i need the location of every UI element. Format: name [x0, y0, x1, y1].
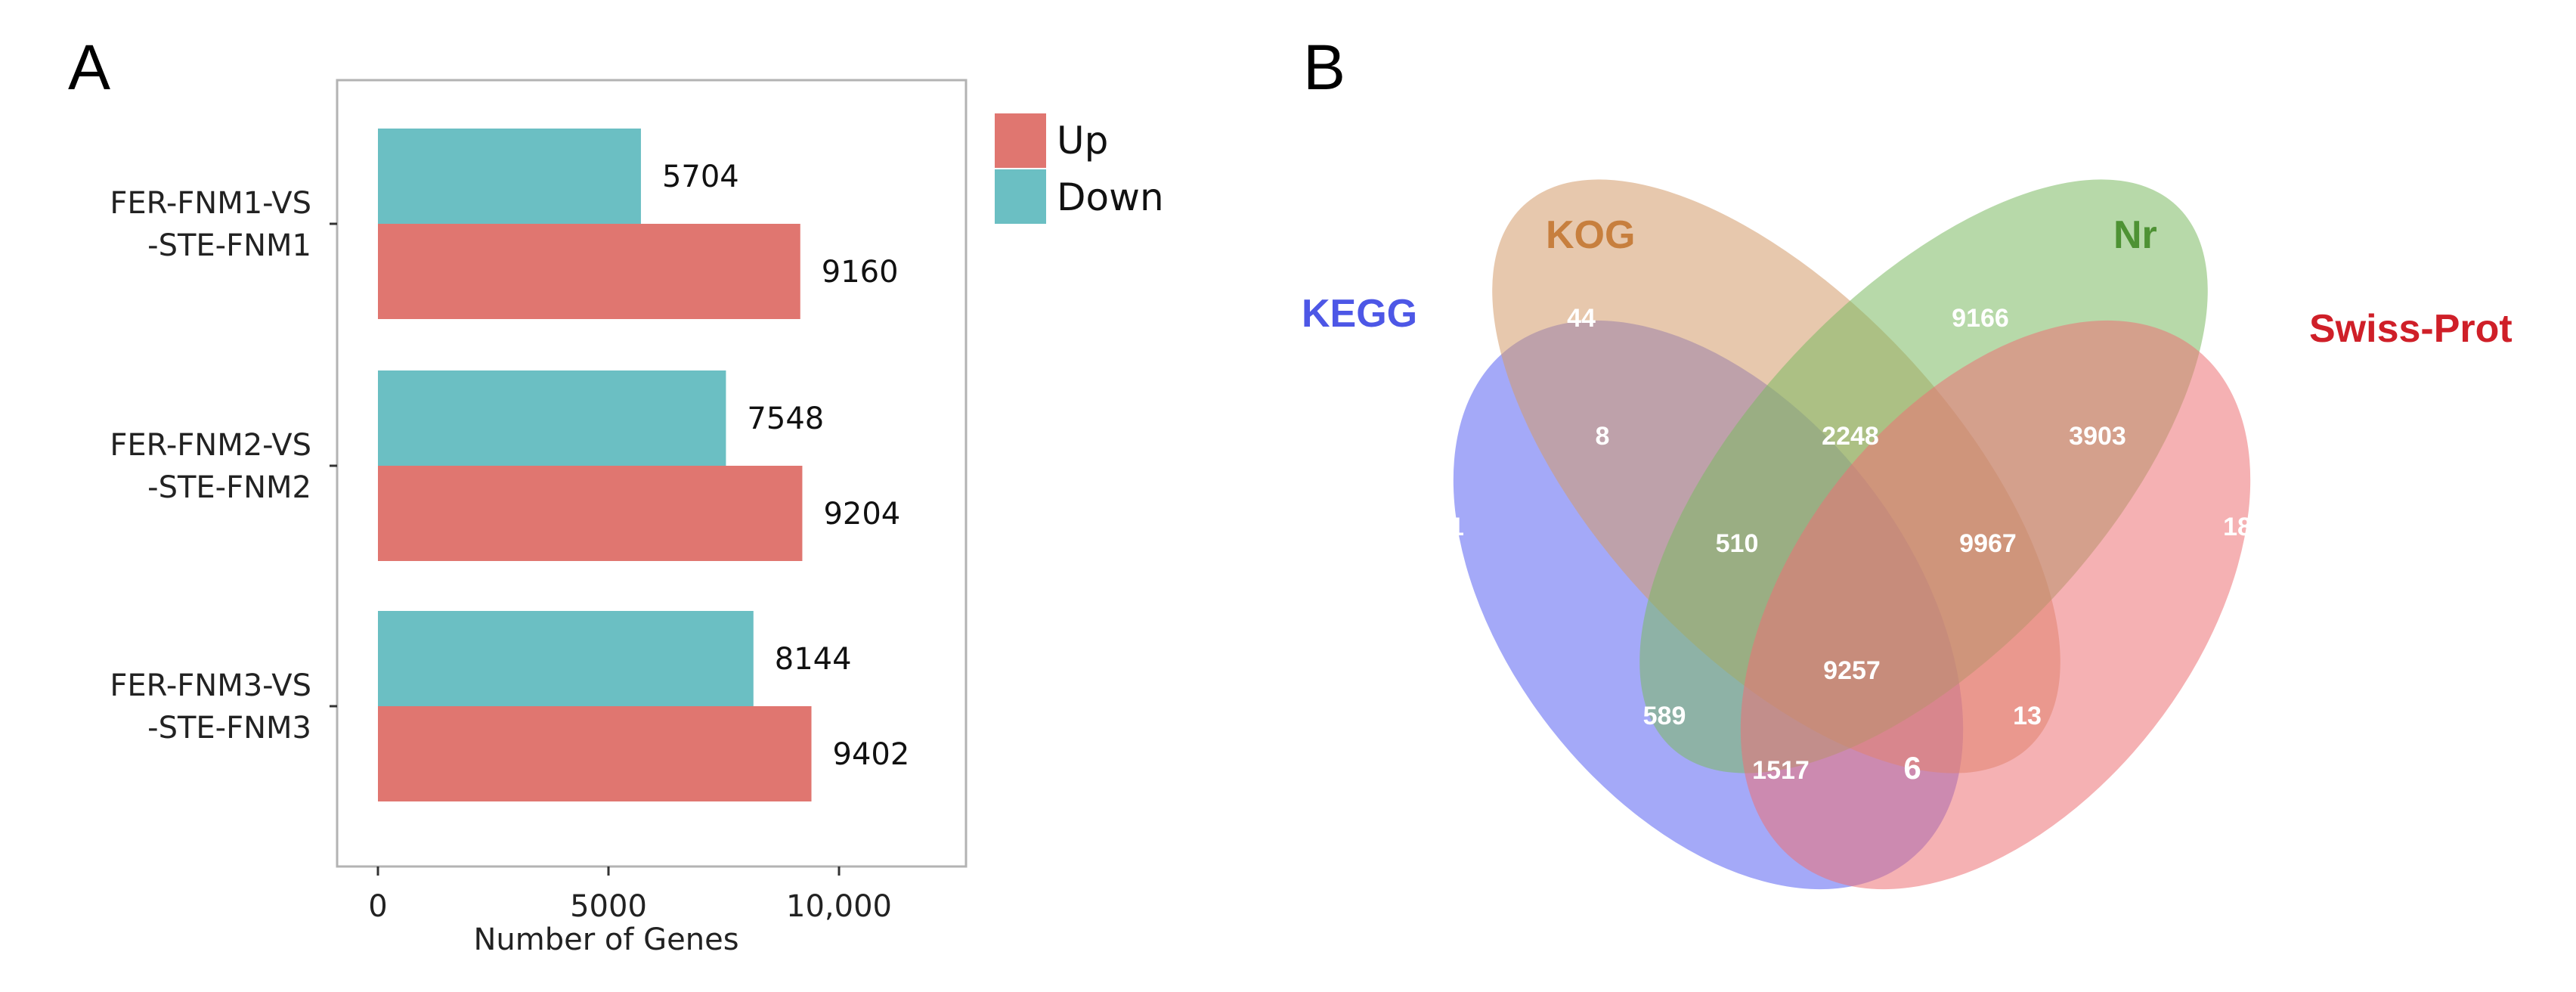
venn-region-kog-nr-swiss-prot: 9967 [1959, 529, 2017, 558]
legend-label-up: Up [1057, 119, 1108, 163]
venn-diagram: KEGG KOG Nr Swiss-Prot 21 44 9166 18 8 2248 39… [1302, 179, 2513, 890]
x-tick-label-1: 0 [368, 889, 387, 924]
venn-set-label-kog: KOG [1546, 213, 1635, 257]
bar-chart: 5704 9160 7548 9204 8144 9402 FER-FNM1-VS -STE… [110, 79, 1164, 957]
bar-up-3 [378, 706, 812, 801]
venn-region-kegg-kog: 8 [1596, 422, 1610, 451]
venn-region-kegg: 21 [1435, 513, 1464, 541]
venn-region-kegg-nr: 589 [1643, 702, 1686, 730]
bar-down-1 [378, 129, 641, 224]
bar-up-1 [378, 224, 800, 319]
bar-up-2 [378, 466, 803, 561]
data-label-up-3: 9402 [833, 737, 910, 772]
y-tick-label-3-line-1: FER-FNM3-VS [110, 668, 311, 703]
y-tick-label-1-line-2: -STE-FNM1 [147, 228, 311, 263]
venn-region-kegg-kog-nr: 510 [1716, 529, 1759, 558]
venn-set-label-nr: Nr [2113, 213, 2157, 257]
venn-region-kog-swiss-prot: 13 [2013, 702, 2042, 730]
venn-region-swiss-prot: 18 [2223, 513, 2252, 541]
venn-region-kog: 44 [1567, 304, 1596, 333]
bar-down-3 [378, 611, 754, 706]
data-label-up-2: 9204 [823, 497, 900, 532]
venn-region-kog-nr: 2248 [1822, 422, 1879, 451]
y-tick-label-1-line-1: FER-FNM1-VS [110, 186, 311, 221]
x-tick-label-3: 10,000 [786, 889, 892, 924]
venn-region-nr-swiss-prot: 3903 [2069, 422, 2126, 451]
legend-label-down: Down [1057, 175, 1164, 219]
venn-region-kegg-kog-swiss-prot: 6 [1903, 750, 1921, 786]
legend: Up Down [995, 113, 1164, 224]
venn-region-nr: 9166 [1952, 304, 2009, 333]
data-label-down-1: 5704 [662, 160, 739, 194]
panel-b-letter: B [1303, 32, 1345, 103]
legend-swatch-up [995, 113, 1046, 168]
data-label-down-2: 7548 [747, 401, 824, 436]
data-label-down-3: 8144 [775, 642, 852, 677]
venn-set-label-swiss-prot: Swiss-Prot [2309, 307, 2513, 351]
venn-region-kegg-kog-nr-swiss-prot: 9257 [1823, 656, 1881, 685]
legend-swatch-down [995, 169, 1046, 224]
venn-region-kegg-nr-swiss-prot: 1517 [1752, 756, 1810, 785]
y-tick-label-2-line-2: -STE-FNM2 [147, 470, 311, 505]
y-tick-label-2-line-1: FER-FNM2-VS [110, 428, 311, 463]
venn-set-label-kegg: KEGG [1302, 292, 1417, 336]
data-label-up-1: 9160 [822, 255, 899, 290]
x-tick-label-2: 5000 [570, 889, 647, 924]
venn-ellipse-swiss-prot [1740, 320, 2251, 890]
y-tick-label-3-line-2: -STE-FNM3 [147, 711, 311, 746]
bar-down-2 [378, 370, 726, 466]
x-axis-title: Number of Genes [473, 922, 738, 957]
panel-a-letter: A [68, 32, 110, 103]
